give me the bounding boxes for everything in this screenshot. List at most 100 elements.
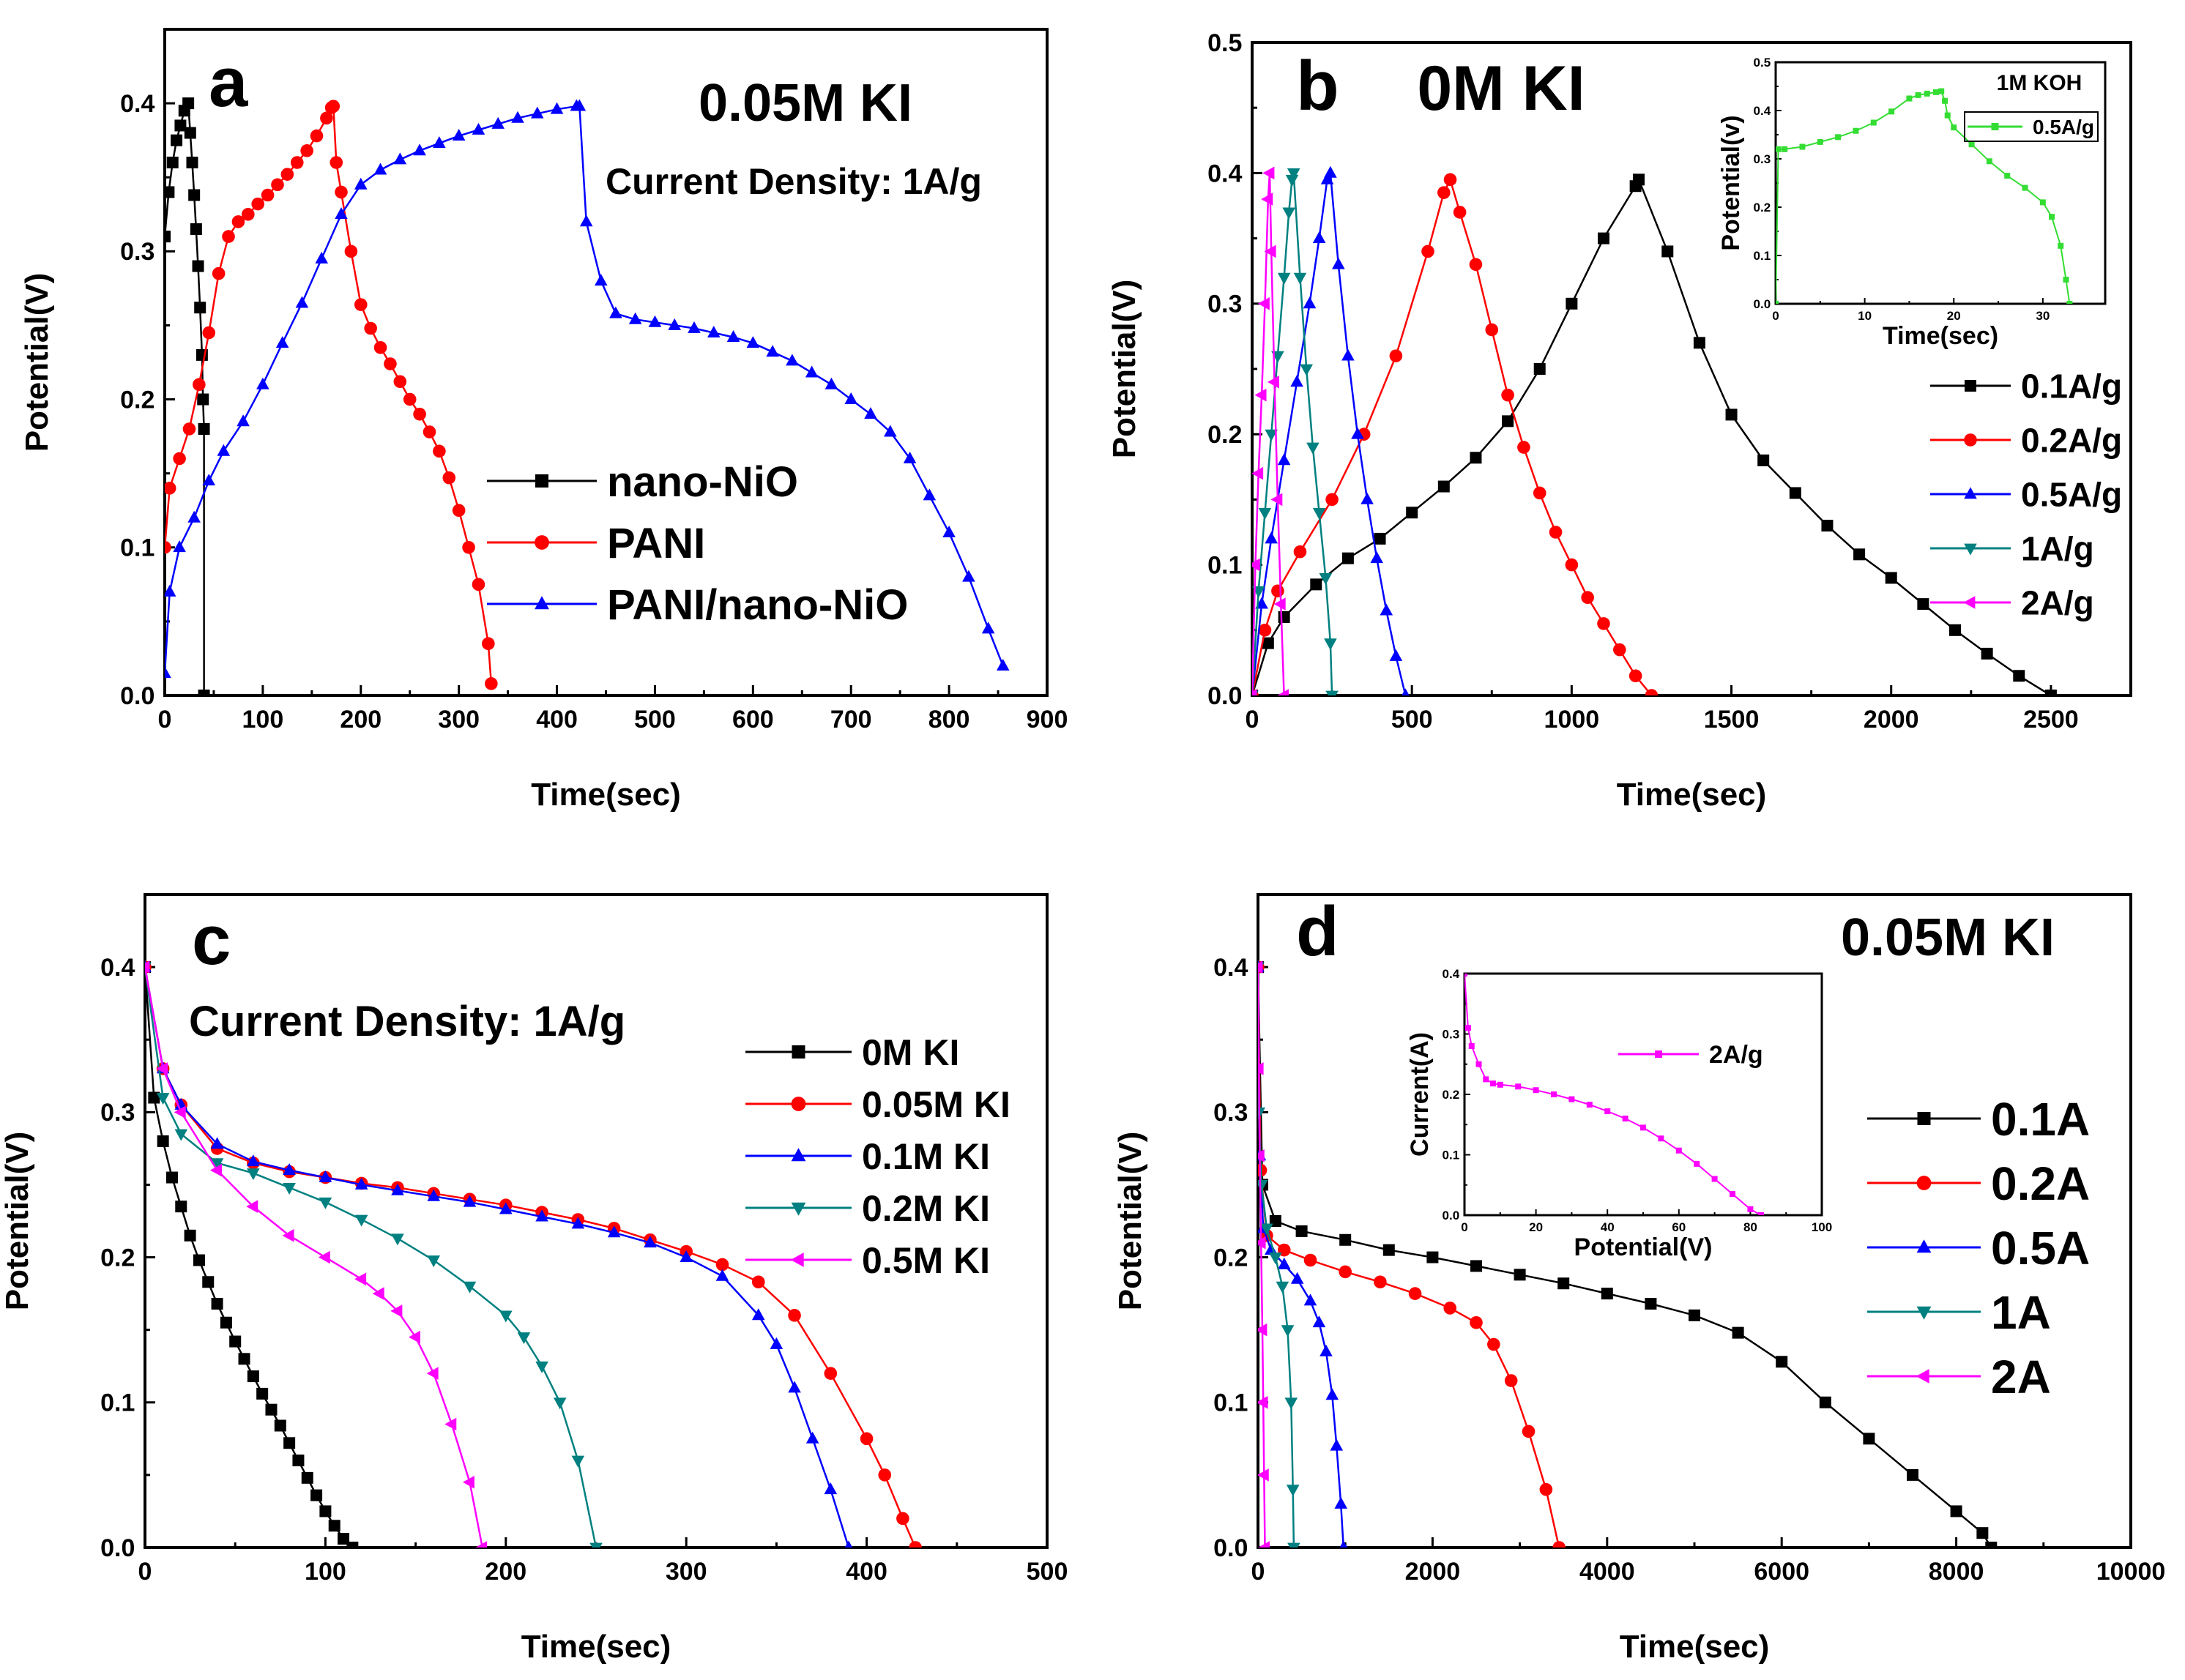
panel-d-series-2a <box>1258 960 1270 1548</box>
panel-c-data-point <box>210 1158 224 1171</box>
panel-a-data-point <box>433 136 446 149</box>
panel-a-data-point <box>187 510 201 523</box>
inset-b-data-point <box>2066 301 2073 304</box>
inset-d-y-tick-label: 0.2 <box>1443 1088 1460 1102</box>
panel-a-data-point <box>198 690 210 695</box>
inset-legend-box <box>1964 111 2099 142</box>
panel-d-data-point <box>1287 1542 1300 1548</box>
inset-b-x-axis-label: Time(sec) <box>1883 322 1998 350</box>
inset-d-y-axis-label: Current(A) <box>1406 1032 1434 1157</box>
inset-b-y-axis-label: Potential(v) <box>1717 115 1745 250</box>
panel-c-data-point <box>156 1093 170 1105</box>
panel-a-data-point <box>923 488 937 501</box>
panel-c-data-point <box>427 1189 441 1201</box>
inset-b-data-point <box>2063 277 2069 283</box>
panel-c-y-tick-label: 0.1 <box>100 1389 135 1417</box>
panel-b-legend-marker <box>1963 596 1976 609</box>
panel-a-data-point <box>197 393 209 406</box>
panel-a-data-point <box>433 444 446 458</box>
panel-a-x-tick-label: 500 <box>634 706 676 733</box>
panel-a-data-point <box>384 357 397 370</box>
panel-a-data-point <box>165 666 171 679</box>
panel-c-data-point <box>391 1183 404 1195</box>
inset-d-legend-label: 2A/g <box>1709 1041 1763 1069</box>
panel-d-legend-label: 2A <box>1991 1351 2051 1403</box>
panel-d-data-point <box>1330 1438 1344 1451</box>
panel-c-y-tick-label: 0.0 <box>100 1534 135 1562</box>
panel-c-data-point <box>644 1236 657 1248</box>
panel-b-data-point <box>1885 572 1897 584</box>
panel-a-data-point <box>452 504 466 518</box>
panel-a-data-point <box>462 540 475 554</box>
panel-b-data-point <box>1437 186 1451 199</box>
panel-d-y-tick-label: 0.1 <box>1213 1389 1248 1417</box>
panel-b-data-point <box>1293 545 1307 559</box>
panel-c-data-point <box>499 1202 513 1214</box>
panel-b-data-point <box>1380 603 1393 616</box>
panel-a-data-point <box>256 377 269 389</box>
panel-d-legend-label: 0.5A <box>1991 1222 2090 1274</box>
panel-b-data-point <box>1628 669 1642 683</box>
panel-a-data-point <box>217 444 231 456</box>
panel-a-x-tick-label: 300 <box>438 706 480 733</box>
panel-b-legend-label: 0.5A/g <box>2021 476 2122 514</box>
panel-a-legend-marker <box>535 535 549 550</box>
panel-a-data-point <box>186 157 198 168</box>
panel-b-data-point <box>1277 689 1289 695</box>
panel-a-data-point <box>320 111 333 125</box>
panel-d-x-tick-label: 8000 <box>1929 1558 1984 1586</box>
panel-a-data-point <box>962 570 975 582</box>
panel-a-data-point <box>198 423 210 435</box>
inset-d-data-point <box>1483 1076 1489 1083</box>
panel-b-data-point <box>1485 323 1499 337</box>
panel-d-data-point <box>1312 1315 1326 1328</box>
panel-c-data-point <box>372 1287 384 1300</box>
panel-a-data-point <box>511 111 524 123</box>
panel-c-series-0-5m-ki <box>145 960 488 1548</box>
panel-a-x-tick-label: 100 <box>242 706 284 733</box>
panel-d-data-point <box>1284 1397 1298 1410</box>
panel-a-data-point <box>184 127 196 139</box>
panel-b-y-tick-label: 0.3 <box>1207 291 1242 318</box>
panel-b-data-point <box>1389 349 1403 362</box>
panel-d-data-point <box>1907 1468 1918 1481</box>
panel-a-data-point <box>330 156 343 169</box>
panel-b-data-point <box>1533 486 1546 500</box>
panel-b-data-point <box>1271 584 1284 598</box>
panel-c-data-point <box>202 1276 215 1288</box>
panel-d-data-point <box>1504 1374 1518 1387</box>
panel-d-data-point <box>1776 1356 1788 1368</box>
panel-c-data-point <box>571 1455 585 1468</box>
panel-c-data-point <box>770 1337 783 1349</box>
panel-a-data-point <box>491 116 505 129</box>
panel-c-data-point <box>354 1272 367 1286</box>
panel-c-data-point <box>156 1062 168 1075</box>
panel-a-y-tick-label: 0.1 <box>120 534 155 562</box>
panel-c-data-point <box>209 1163 222 1177</box>
panel-a-data-point <box>182 97 195 110</box>
panel-b-data-point <box>1517 441 1530 454</box>
inset-b-y-tick-label: 0.4 <box>1754 104 1771 118</box>
panel-d-data-point <box>1303 1253 1317 1267</box>
panel-c-data-point <box>310 1489 323 1501</box>
panel-b-data-point <box>1264 244 1276 258</box>
panel-a-x-tick-label: 700 <box>830 706 872 733</box>
panel-a-plot-frame <box>163 28 1049 697</box>
panel-a-data-point <box>165 584 176 597</box>
panel-a-legend-marker <box>535 474 548 488</box>
panel-b-data-point <box>1262 166 1275 180</box>
panel-b-data-point <box>1853 548 1866 561</box>
panel-c-data-point <box>805 1431 819 1444</box>
panel-c-data-point <box>824 1367 838 1380</box>
inset-b-data-point <box>1968 141 1975 148</box>
panel-d-series-line <box>1258 967 1266 1548</box>
panel-c-data-point <box>499 1310 513 1323</box>
panel-b-data-point <box>1267 376 1279 389</box>
panel-a-data-point <box>202 474 216 486</box>
panel-c-legend-marker <box>791 1097 806 1111</box>
panel-d-data-point <box>1290 1272 1304 1284</box>
panel-b-data-point <box>1325 493 1339 507</box>
panel-d-data-point <box>1303 1293 1317 1306</box>
panel-b-y-axis-label: Potential(V) <box>1106 280 1142 458</box>
panel-a-x-tick-label: 600 <box>732 706 774 733</box>
